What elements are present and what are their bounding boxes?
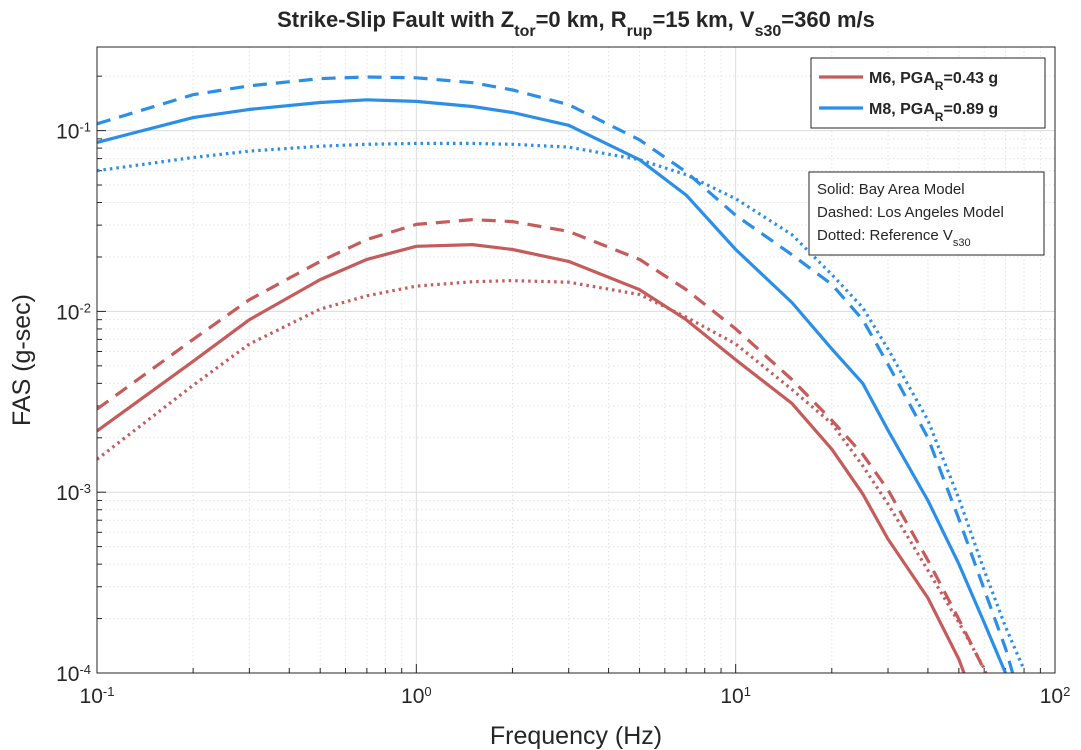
x-tick-label-exp: 2 [1063,684,1070,699]
y-tick-label: 10-1 [56,119,91,144]
y-axis-label: FAS (g-sec) [8,294,36,426]
x-tick-label-exp: -1 [103,684,115,699]
chart-title-part: s30 [755,23,782,40]
y-tick-label-base: 10 [56,482,79,505]
x-tick-label: 100 [401,684,432,709]
annotation-line-part: Dotted: Reference V [817,227,953,244]
plot-frame [96,46,1056,674]
y-tick-label-exp: -2 [79,300,91,315]
y-tick-label: 10-4 [56,662,91,687]
chart-title: Strike-Slip Fault with Ztor=0 km, Rrup=1… [277,7,875,40]
x-tick-label: 101 [720,684,751,709]
legend-label-part: =0.89 g [943,101,998,118]
x-tick-label-base: 10 [401,685,424,708]
y-tick-label-base: 10 [56,301,79,324]
annotation-line-part: Solid: Bay Area Model [817,181,965,198]
x-tick-label-exp: 1 [744,684,751,699]
annotation-line: Dotted: Reference Vs30 [817,227,971,249]
curve-solid [97,98,1008,673]
legend-label-part: M8, PGA [869,101,935,118]
legend-label-part: R [935,110,944,124]
annotation-line-part: s30 [953,237,971,249]
y-tick-label-exp: -4 [79,662,91,677]
y-tick-label-exp: -3 [79,481,91,496]
chart-title-part: Strike-Slip Fault with Z [277,7,514,32]
x-tick-label-exp: 0 [424,684,431,699]
y-tick-label-base: 10 [56,663,79,686]
chart-title-part: tor [514,23,535,40]
y-tick-label-exp: -1 [79,119,91,134]
y-tick-label: 10-3 [56,481,91,506]
x-tick-label-base: 10 [80,685,103,708]
chart-title-part: =0 km, R [536,7,627,32]
annotation-line-part: Dashed: Los Angeles Model [817,204,1004,221]
legend-label-part: R [935,79,944,93]
x-tick-label-base: 10 [1040,685,1063,708]
annotation-line: Solid: Bay Area Model [817,181,965,198]
curve-solid [97,243,966,673]
annotation-line: Dashed: Los Angeles Model [817,204,1004,221]
legend-label: M6, PGAR=0.43 g [869,70,998,93]
y-tick-label: 10-2 [56,300,91,325]
x-axis-label: Frequency (Hz) [490,722,662,750]
curve-dotted [97,279,988,673]
chart-title-part: =15 km, V [652,7,754,32]
curve-dashed [97,75,1015,673]
y-tick-label-base: 10 [56,121,79,144]
annotation-box [808,171,1045,256]
chart-title-part: =360 m/s [781,7,875,32]
legend-box [810,57,1046,129]
legend-label: M8, PGAR=0.89 g [869,101,998,124]
x-tick-label-base: 10 [720,685,743,708]
chart-title-part: rup [627,23,653,40]
plot-area [97,75,1026,673]
legend-label-part: =0.43 g [943,70,998,87]
x-tick-label: 10-1 [80,684,115,709]
legend-label-part: M6, PGA [869,70,935,87]
x-tick-label: 102 [1040,684,1071,709]
curve-dashed [97,218,988,673]
